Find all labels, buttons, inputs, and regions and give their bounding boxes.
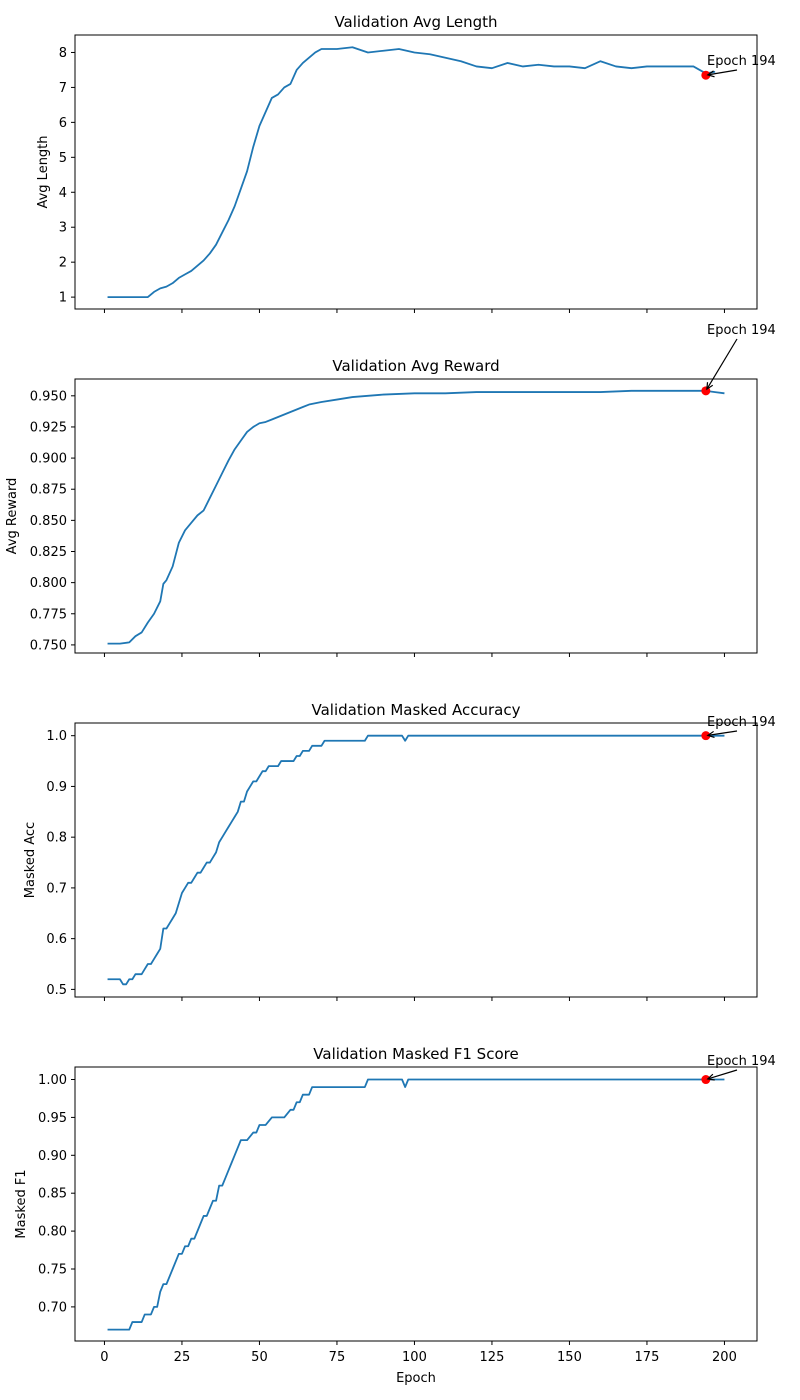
y-tick-label: 0.5: [46, 983, 67, 998]
y-tick-label: 0.925: [30, 420, 67, 435]
y-tick-label: 0.80: [38, 1225, 67, 1240]
x-tick-label: 25: [174, 1350, 191, 1365]
annotation-label: Epoch 194: [707, 1054, 776, 1069]
y-tick-label: 0.6: [46, 932, 67, 947]
series-line: [107, 46, 716, 299]
annotation-label: Epoch 194: [707, 323, 776, 338]
y-tick-label: 2: [59, 256, 67, 271]
series-line: [107, 389, 725, 645]
chart-panel: Validation Avg Reward Avg Reward 0.750 0.77…: [5, 323, 776, 657]
chart-panel: Validation Masked Accuracy Masked Acc 0.5 0…: [23, 701, 776, 1001]
x-tick-label: 175: [635, 1350, 660, 1365]
x-tick-label: 0: [100, 1350, 108, 1365]
annotation-arrowhead: [706, 730, 715, 739]
x-tick-label: 125: [480, 1350, 505, 1365]
best-epoch-marker: [701, 1075, 711, 1085]
best-epoch-marker: [701, 731, 711, 741]
annotation-arrowhead: [706, 1073, 715, 1081]
y-tick-label: 0.95: [38, 1111, 67, 1126]
y-tick-label: 8: [59, 46, 67, 61]
y-tick-label: 0.900: [30, 452, 67, 467]
y-tick-label: 5: [59, 151, 67, 166]
annotation-arrow: [707, 69, 738, 76]
axes-frame: [74, 722, 758, 998]
y-tick-label: 0.70: [38, 1300, 67, 1315]
y-tick-label: 0.950: [30, 389, 67, 404]
y-tick-label: 3: [59, 221, 67, 236]
y-tick-label: 4: [59, 186, 67, 201]
annotation-arrowhead: [706, 382, 714, 391]
axes-frame: [74, 34, 758, 310]
chart-title: Validation Masked F1 Score: [313, 1045, 518, 1063]
x-axis-label: Epoch: [396, 1371, 436, 1386]
y-tick-label: 0.75: [38, 1262, 67, 1277]
y-tick-label: 0.8: [46, 831, 67, 846]
y-tick-label: 0.7: [46, 881, 67, 896]
y-tick-label: 0.750: [30, 638, 67, 653]
chart-panel: Validation Masked F1 Score Masked F1 0.70 0…: [14, 1045, 776, 1365]
axes-frame: [74, 1066, 758, 1342]
y-tick-label: 0.9: [46, 780, 67, 795]
annotation-arrow: [707, 1069, 738, 1080]
x-tick-label: 75: [329, 1350, 346, 1365]
annotation-arrow: [707, 730, 738, 736]
x-tick-label: 100: [402, 1350, 427, 1365]
y-tick-label: 0.775: [30, 607, 67, 622]
annotation-label: Epoch 194: [707, 54, 776, 69]
chart-title: Validation Masked Accuracy: [312, 701, 521, 719]
y-tick-label: 0.875: [30, 483, 67, 498]
x-tick-label: 50: [251, 1350, 268, 1365]
annotation-label: Epoch 194: [707, 715, 776, 730]
y-tick-label: 0.85: [38, 1187, 67, 1202]
y-tick-label: 1.00: [38, 1073, 67, 1088]
y-axis-label: Avg Reward: [5, 478, 20, 555]
y-axis-label: Masked F1: [14, 1169, 29, 1238]
annotation-arrowhead: [706, 70, 715, 78]
x-tick-label: 200: [712, 1350, 737, 1365]
y-tick-label: 0.800: [30, 576, 67, 591]
y-tick-label: 1: [59, 291, 67, 306]
y-tick-label: 0.850: [30, 514, 67, 529]
series-line: [107, 734, 725, 986]
y-tick-label: 6: [59, 116, 67, 131]
axes-frame: [74, 378, 758, 654]
y-axis-label: Masked Acc: [23, 822, 38, 898]
y-tick-label: 7: [59, 81, 67, 96]
panels: Validation Avg Length Avg Length 1 2 3 4 5 6 7 8 E…: [5, 13, 776, 1365]
y-axis-label: Avg Length: [36, 135, 51, 208]
x-tick-label: 150: [557, 1350, 582, 1365]
chart-title: Validation Avg Reward: [332, 357, 499, 375]
annotation-arrow: [706, 338, 738, 390]
series-line: [107, 1078, 725, 1331]
y-tick-label: 0.90: [38, 1149, 67, 1164]
y-tick-label: 0.825: [30, 545, 67, 560]
chart-title: Validation Avg Length: [334, 13, 497, 31]
chart-panel: Validation Avg Length Avg Length 1 2 3 4 5 6 7 8 E…: [36, 13, 776, 313]
best-epoch-marker: [701, 70, 711, 80]
y-tick-label: 1.0: [46, 729, 67, 744]
